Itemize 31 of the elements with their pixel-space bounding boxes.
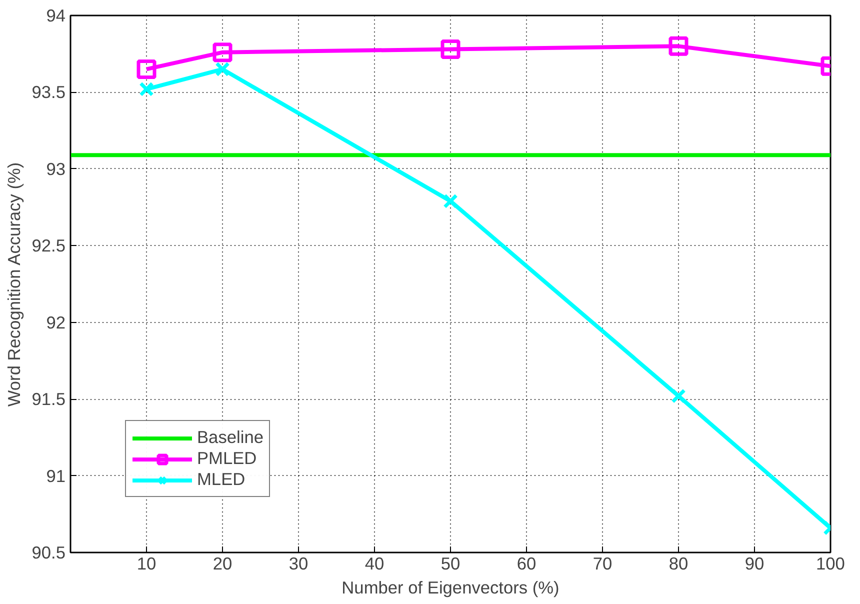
point bbox=[668, 36, 688, 56]
legend-label: MLED bbox=[197, 469, 246, 490]
y-tick-label: 94 bbox=[46, 6, 66, 26]
x-tick-label: 10 bbox=[136, 554, 156, 574]
y-tick-label: 91 bbox=[46, 466, 66, 486]
point bbox=[136, 59, 156, 79]
x-tick-label: 100 bbox=[816, 554, 845, 574]
y-tick-label: 92 bbox=[46, 312, 66, 332]
point bbox=[139, 82, 154, 97]
y-tick-label: 93 bbox=[46, 158, 66, 179]
x-tick-label: 80 bbox=[668, 554, 688, 574]
x-tick-label: 90 bbox=[744, 554, 764, 574]
y-tick-label: 90.5 bbox=[32, 542, 66, 562]
x-axis-title: Number of Eigenvectors (%) bbox=[342, 578, 560, 598]
point bbox=[443, 194, 458, 209]
x-tick-label: 40 bbox=[364, 554, 384, 574]
point bbox=[440, 40, 460, 60]
point bbox=[671, 388, 686, 404]
point bbox=[212, 42, 232, 62]
y-tick-label: 91.5 bbox=[32, 389, 66, 410]
point bbox=[215, 62, 230, 77]
y-tick-label: 92.5 bbox=[32, 236, 66, 256]
x-tick-label: 20 bbox=[212, 554, 232, 574]
y-axis-title: Word Recognition Accuracy (%) bbox=[4, 162, 24, 407]
legend-label: Baseline bbox=[197, 427, 264, 448]
x-tick-label: 30 bbox=[288, 554, 308, 574]
x-tick-label: 60 bbox=[516, 554, 536, 574]
x-tick-label: 50 bbox=[440, 554, 460, 574]
legend-label: PMLED bbox=[197, 448, 257, 469]
y-tick-label: 93.5 bbox=[32, 82, 66, 102]
x-tick-label: 70 bbox=[592, 554, 612, 574]
